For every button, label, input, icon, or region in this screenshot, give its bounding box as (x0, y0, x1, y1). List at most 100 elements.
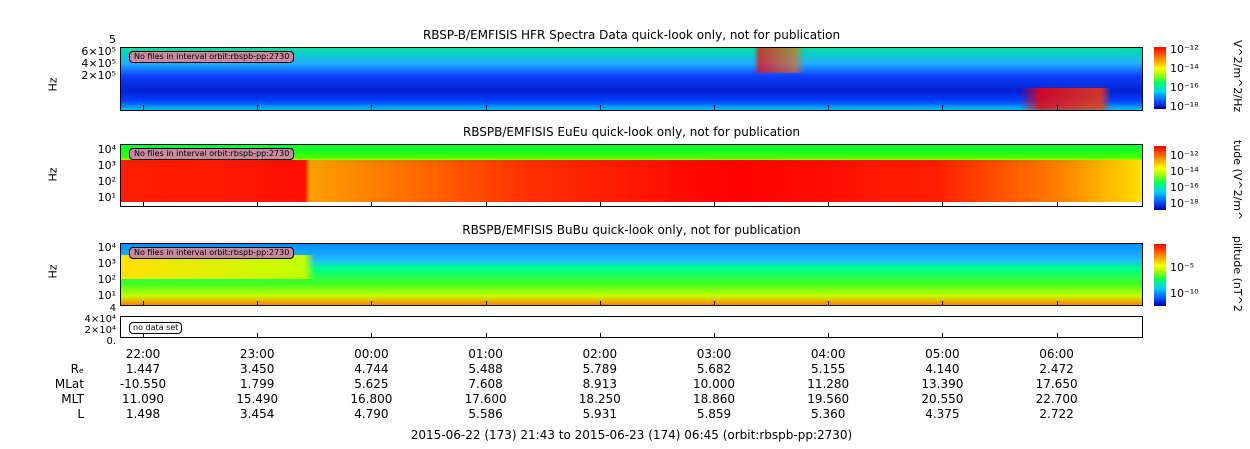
ephemeris-value: -10.550 (119, 377, 167, 391)
x-tick (828, 202, 830, 207)
x-tick (828, 301, 830, 306)
x-tick (599, 202, 601, 207)
bubu-spectrogram: No files in interval orbit:rbspb-pp:2730 (120, 243, 1143, 306)
x-tick (942, 333, 944, 338)
ephemeris-value: 20.550 (921, 392, 964, 406)
panel-1-ytop: 5 (109, 33, 116, 46)
ephemeris-value: 5.682 (696, 362, 732, 376)
x-tick-label: 06:00 (1039, 347, 1074, 361)
x-tick (371, 105, 373, 110)
panel-3-ytick: 10² (97, 273, 116, 286)
ephemeris-label: L (77, 407, 84, 421)
x-tick (371, 333, 373, 338)
panel-2-ytick: 10² (97, 175, 116, 188)
no-files-label: No files in interval orbit:rbspb-pp:2730 (129, 247, 295, 259)
x-tick (828, 333, 830, 338)
cbar-tick: 10⁻¹⁴ (1170, 165, 1199, 178)
ephemeris-value: 5.931 (582, 407, 617, 421)
x-tick-label: 23:00 (239, 347, 275, 361)
x-tick (1056, 105, 1058, 110)
ephemeris-value: 10.000 (693, 377, 735, 391)
panel-4-ytop: 4 (109, 303, 116, 314)
ephemeris-value: 8.913 (582, 377, 617, 391)
time-range-footer: 2015-06-22 (173) 21:43 to 2015-06-23 (17… (410, 428, 853, 442)
panel-2-ytick: 10¹ (97, 191, 116, 204)
cbar-tick: 10⁻⁵ (1170, 261, 1195, 274)
panel-1-cbar-title: V^2/m^2/Hz (1231, 40, 1244, 113)
hfr-spectrogram: No files in interval orbit:rbspb-pp:2730 (120, 47, 1143, 111)
ephemeris-value: 5.360 (811, 407, 846, 421)
ephemeris-value: 3.450 (240, 362, 275, 376)
ephemeris-value: 19.560 (807, 392, 850, 406)
panel-3-ytick: 10⁴ (97, 241, 116, 254)
ephemeris-value: 1.447 (125, 362, 161, 376)
ephemeris-value: 16.800 (350, 392, 393, 406)
ephemeris-value: 18.860 (693, 392, 735, 406)
x-tick (143, 333, 144, 338)
panel-3-title: RBSPB/EMFISIS BuBu quick-look only, not … (462, 223, 801, 237)
x-tick (485, 301, 487, 306)
ephemeris-value: 1.498 (125, 407, 161, 421)
panel-2-cbar-title: tude (V^2/m^ (1231, 140, 1244, 221)
ephemeris-value: 18.250 (578, 392, 621, 406)
x-tick (143, 105, 144, 110)
ephemeris-value: 1.799 (240, 377, 275, 391)
panel-1-title: RBSP-B/EMFISIS HFR Spectra Data quick-lo… (422, 28, 841, 42)
ephemeris-label: Rₑ (70, 362, 84, 376)
panel-4-ytick: 2×10⁴ (84, 325, 116, 336)
ephemeris-value: 7.608 (468, 377, 503, 391)
x-tick (371, 301, 373, 306)
x-tick (257, 105, 259, 110)
cbar-tick: 10⁻¹⁰ (1170, 287, 1199, 300)
x-tick (714, 105, 715, 110)
cbar-tick: 10⁻¹⁶ (1170, 181, 1199, 194)
ephemeris-value: 4.790 (354, 407, 389, 421)
ephemeris-label: MLT (61, 392, 84, 406)
cbar-tick: 10⁻¹² (1170, 43, 1199, 56)
panel-3-ytick: 10³ (97, 257, 116, 270)
x-tick-label: 02:00 (582, 347, 618, 361)
x-tick (485, 202, 487, 207)
x-tick (942, 301, 944, 306)
x-tick-label: 22:00 (125, 347, 161, 361)
x-tick (1056, 202, 1058, 207)
panel-3-ytick: 10¹ (97, 289, 116, 302)
ephemeris-value: 5.488 (468, 362, 503, 376)
ephemeris-value: 2.722 (1039, 407, 1074, 421)
x-tick-label: 01:00 (468, 347, 503, 361)
x-tick-label: 03:00 (696, 347, 732, 361)
ephemeris-value: 15.490 (236, 392, 279, 406)
ephemeris-value: 2.472 (1039, 362, 1074, 376)
x-tick (257, 333, 259, 338)
x-tick (1056, 301, 1058, 306)
empty-panel: no data set (120, 316, 1143, 338)
ephemeris-value: 11.090 (122, 392, 164, 406)
panel-3-colorbar (1154, 244, 1166, 306)
cbar-tick: 10⁻¹⁶ (1170, 81, 1199, 94)
x-tick (1056, 333, 1058, 338)
panel-4-ytick: 4×10⁴ (84, 314, 116, 325)
x-tick (371, 202, 373, 207)
ephemeris-value: 3.454 (240, 407, 275, 421)
x-tick (257, 202, 259, 207)
ephemeris-value: 13.390 (921, 377, 964, 391)
ephemeris-value: 17.600 (464, 392, 507, 406)
x-tick (143, 202, 144, 207)
ephemeris-value: 4.140 (925, 362, 960, 376)
ephemeris-value: 5.625 (354, 377, 389, 391)
ephemeris-value: 4.375 (925, 407, 960, 421)
panel-2-ytick: 10³ (97, 159, 116, 172)
x-tick (714, 202, 715, 207)
x-tick (828, 105, 830, 110)
cbar-tick: 10⁻¹² (1170, 149, 1199, 162)
ephemeris-value: 22.700 (1035, 392, 1078, 406)
x-tick (714, 301, 715, 306)
cbar-tick: 10⁻¹⁸ (1170, 197, 1199, 210)
x-tick (599, 301, 601, 306)
ephemeris-label: MLat (54, 377, 84, 391)
panel-2-title: RBSPB/EMFISIS EuEu quick-look only, not … (462, 125, 801, 139)
eueu-spectrogram: No files in interval orbit:rbspb-pp:2730 (120, 144, 1143, 207)
x-tick-label: 05:00 (925, 347, 960, 361)
x-tick (485, 333, 487, 338)
panel-2-colorbar (1154, 146, 1166, 210)
